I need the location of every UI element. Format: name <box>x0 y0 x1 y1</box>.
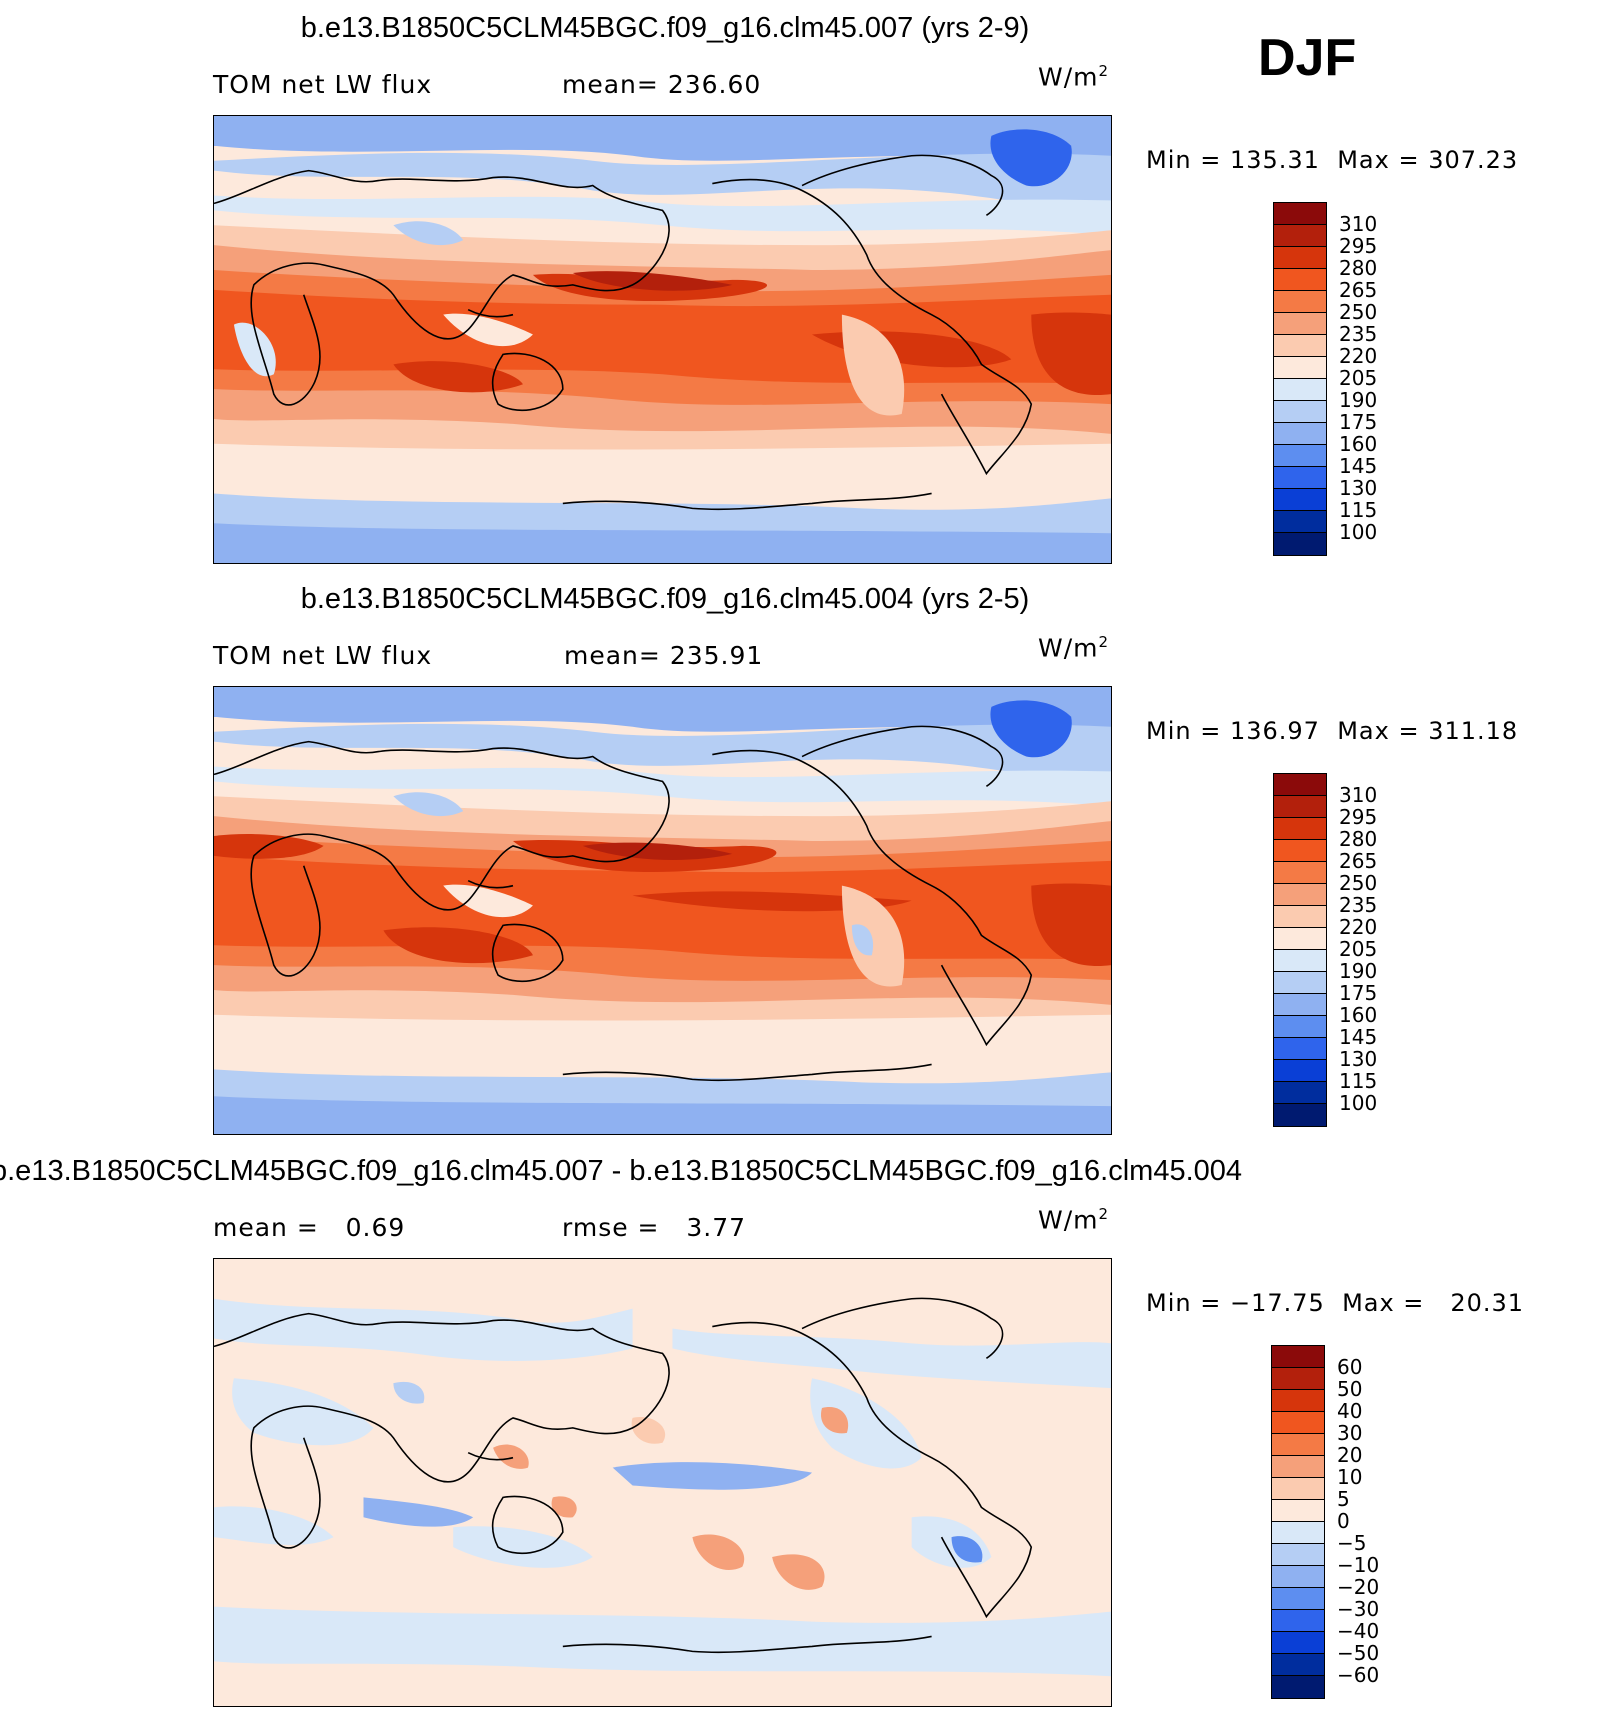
panel3-units: W/m2 <box>1038 1205 1110 1235</box>
colorbar-tick: 310 <box>1339 212 1378 236</box>
colorbar-tick: 30 <box>1337 1421 1363 1445</box>
panel1-colorbar <box>1273 202 1327 556</box>
colorbar-tick: 280 <box>1339 256 1378 280</box>
colorbar-tick: 60 <box>1337 1355 1363 1379</box>
panel3-minmax: Min = −17.75 Max = 20.31 <box>1146 1289 1525 1317</box>
colorbar-tick: 220 <box>1339 915 1378 939</box>
panel2-units: W/m2 <box>1038 633 1110 663</box>
colorbar-tick: −20 <box>1337 1575 1380 1599</box>
colorbar-tick: 100 <box>1339 1091 1378 1115</box>
colorbar-tick: −50 <box>1337 1641 1380 1665</box>
panel1-map <box>213 115 1112 564</box>
colorbar-tick: 0 <box>1337 1509 1350 1533</box>
colorbar-tick: 280 <box>1339 827 1378 851</box>
panel3-rmse: rmse = 3.77 <box>562 1213 747 1242</box>
season-label: DJF <box>1258 29 1357 87</box>
colorbar-tick: 160 <box>1339 432 1378 456</box>
colorbar-tick: 190 <box>1339 959 1378 983</box>
colorbar-tick: 190 <box>1339 388 1378 412</box>
panel1-variable: TOM net LW flux <box>213 70 433 99</box>
colorbar-tick: −40 <box>1337 1619 1380 1643</box>
colorbar-tick: 265 <box>1339 278 1378 302</box>
colorbar-tick: 115 <box>1339 1069 1378 1093</box>
panel2-minmax: Min = 136.97 Max = 311.18 <box>1146 717 1519 745</box>
colorbar-tick: 50 <box>1337 1377 1363 1401</box>
colorbar-tick: −5 <box>1337 1531 1367 1555</box>
panel2-mean: mean= 235.91 <box>564 641 764 670</box>
colorbar-tick: 235 <box>1339 893 1378 917</box>
panel1-colorbar-ticks: 310 295 280 265 250 235 220 205 190 175 … <box>1339 213 1377 543</box>
colorbar-tick: 205 <box>1339 366 1378 390</box>
panel3-colorbar-ticks: 60 50 40 30 20 10 5 0 −5 −10 −20 −30 −40… <box>1337 1356 1379 1686</box>
panel2-title: b.e13.B1850C5CLM45BGC.f09_g16.clm45.004 … <box>300 583 1030 615</box>
colorbar-tick: 310 <box>1339 783 1378 807</box>
colorbar-tick: 295 <box>1339 234 1378 258</box>
colorbar-tick: 175 <box>1339 981 1378 1005</box>
colorbar-tick: −10 <box>1337 1553 1380 1577</box>
colorbar-tick: 250 <box>1339 871 1378 895</box>
panel1-minmax: Min = 135.31 Max = 307.23 <box>1146 146 1519 174</box>
colorbar-tick: 10 <box>1337 1465 1363 1489</box>
colorbar-tick: −60 <box>1337 1663 1380 1687</box>
panel3-mean: mean = 0.69 <box>213 1213 406 1242</box>
colorbar-tick: 130 <box>1339 1047 1378 1071</box>
panel1-title: b.e13.B1850C5CLM45BGC.f09_g16.clm45.007 … <box>300 12 1030 44</box>
panel2-colorbar <box>1273 773 1327 1127</box>
colorbar-tick: 160 <box>1339 1003 1378 1027</box>
colorbar-tick: 40 <box>1337 1399 1363 1423</box>
colorbar-tick: 145 <box>1339 1025 1378 1049</box>
colorbar-tick: −30 <box>1337 1597 1380 1621</box>
colorbar-tick: 130 <box>1339 476 1378 500</box>
colorbar-tick: 235 <box>1339 322 1378 346</box>
panel1-mean: mean= 236.60 <box>562 70 762 99</box>
colorbar-tick: 5 <box>1337 1487 1350 1511</box>
panel2-map <box>213 686 1112 1135</box>
panel1-units: W/m2 <box>1038 62 1110 92</box>
colorbar-tick: 175 <box>1339 410 1378 434</box>
colorbar-tick: 145 <box>1339 454 1378 478</box>
colorbar-tick: 250 <box>1339 300 1378 324</box>
colorbar-tick: 205 <box>1339 937 1378 961</box>
panel2-colorbar-ticks: 310 295 280 265 250 235 220 205 190 175 … <box>1339 784 1377 1114</box>
colorbar-tick: 100 <box>1339 520 1378 544</box>
panel3-title: b.e13.B1850C5CLM45BGC.f09_g16.clm45.007 … <box>0 1155 1243 1187</box>
colorbar-tick: 20 <box>1337 1443 1363 1467</box>
panel3-colorbar <box>1271 1345 1325 1699</box>
panel3-map <box>213 1258 1112 1707</box>
colorbar-tick: 265 <box>1339 849 1378 873</box>
colorbar-tick: 115 <box>1339 498 1378 522</box>
colorbar-tick: 295 <box>1339 805 1378 829</box>
colorbar-tick: 220 <box>1339 344 1378 368</box>
panel2-variable: TOM net LW flux <box>213 641 433 670</box>
